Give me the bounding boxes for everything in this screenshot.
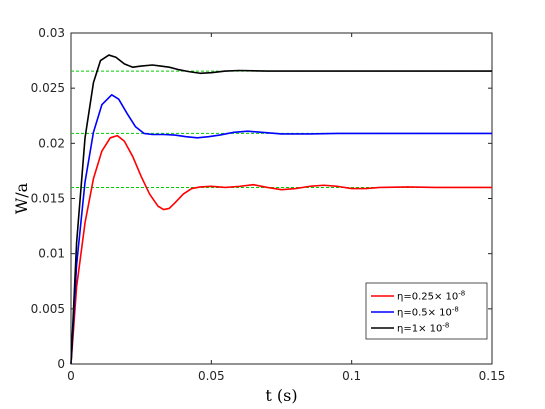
y-tick-label: 0.03 [38, 26, 65, 40]
series-line-2 [70, 54, 492, 365]
y-tick-label: 0.015 [31, 192, 65, 206]
legend-box [365, 282, 488, 340]
y-axis-label: W/a [12, 182, 31, 214]
y-tick-label: 0.025 [31, 81, 65, 95]
x-tick-label: 0.05 [198, 369, 225, 383]
y-tick-label: 0.02 [38, 136, 65, 150]
series-lines [70, 54, 492, 365]
legend-label-0: η=0.25× 10-8 [397, 290, 465, 303]
tick-labels: 0 0.05 0.1 0.15 0 0.005 0.01 0.015 0.02 0.025 0.03 [31, 26, 506, 383]
legend-label-1: η=0.5× 10-8 [397, 306, 459, 319]
legend: η=0.25× 10-8 η=0.5× 10-8 η=1× 10-8 [365, 282, 488, 340]
series-line-0 [70, 134, 492, 365]
y-tick-label: 0.01 [38, 247, 65, 261]
x-tick-label: 0 [67, 369, 75, 383]
y-tick-label: 0.005 [31, 302, 65, 316]
axis-ticks [70, 32, 493, 365]
legend-label-2: η=1× 10-8 [397, 322, 449, 335]
x-axis-label: t (s) [265, 386, 297, 405]
x-tick-label: 0.15 [479, 369, 506, 383]
series-line-1 [70, 93, 492, 365]
x-tick-label: 0.1 [342, 369, 361, 383]
y-tick-label: 0 [57, 357, 65, 371]
